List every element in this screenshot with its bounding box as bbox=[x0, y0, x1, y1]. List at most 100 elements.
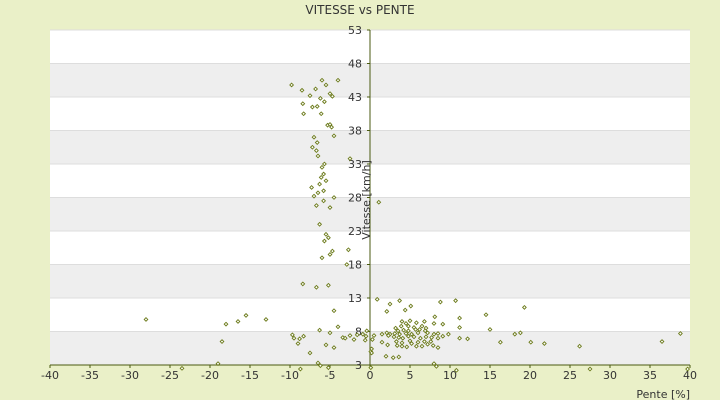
data-point bbox=[419, 343, 425, 349]
x-tick-label: 10 bbox=[443, 369, 457, 382]
data-point bbox=[327, 122, 333, 127]
data-point bbox=[417, 327, 423, 332]
data-point bbox=[299, 87, 305, 93]
data-point bbox=[415, 330, 421, 336]
data-point bbox=[396, 354, 402, 360]
data-point bbox=[685, 366, 691, 372]
data-point bbox=[321, 198, 327, 204]
data-point bbox=[497, 339, 503, 345]
data-point bbox=[425, 330, 431, 336]
data-point bbox=[295, 341, 301, 346]
data-point bbox=[440, 333, 446, 339]
data-point bbox=[235, 319, 241, 324]
data-point bbox=[395, 328, 401, 334]
x-axis-title: Pente [%] bbox=[636, 388, 690, 400]
data-point bbox=[331, 133, 337, 139]
data-point bbox=[321, 238, 327, 244]
data-point bbox=[368, 365, 374, 371]
y-tick-label: 53 bbox=[348, 24, 362, 37]
data-point bbox=[422, 328, 428, 334]
x-tick-label: 5 bbox=[407, 369, 414, 382]
data-point bbox=[317, 327, 323, 333]
data-point bbox=[487, 327, 493, 332]
data-point bbox=[335, 324, 341, 330]
data-point bbox=[435, 335, 441, 341]
data-point bbox=[360, 331, 366, 337]
data-point bbox=[431, 321, 437, 326]
data-point bbox=[413, 320, 419, 326]
data-point bbox=[405, 333, 411, 339]
y-tick-label: 8 bbox=[355, 326, 362, 339]
x-tick-label: 30 bbox=[603, 369, 617, 382]
data-point bbox=[318, 174, 324, 180]
data-point bbox=[329, 248, 335, 254]
data-point bbox=[335, 77, 341, 83]
data-point bbox=[400, 335, 406, 341]
data-point bbox=[453, 298, 459, 304]
data-point bbox=[429, 335, 435, 340]
data-point bbox=[325, 235, 331, 241]
data-point bbox=[417, 335, 423, 341]
data-point bbox=[319, 255, 325, 261]
data-point bbox=[435, 331, 441, 336]
data-point bbox=[419, 323, 425, 329]
y-tick-label: 3 bbox=[355, 359, 362, 372]
data-point bbox=[340, 335, 346, 340]
x-tick-label: 25 bbox=[563, 369, 577, 382]
data-point bbox=[521, 304, 527, 310]
data-point bbox=[317, 95, 323, 101]
data-point bbox=[309, 104, 315, 110]
data-point bbox=[331, 345, 337, 351]
x-tick-label: -25 bbox=[161, 369, 179, 382]
y-tick-label: 23 bbox=[348, 225, 362, 238]
data-point bbox=[371, 333, 377, 338]
data-point bbox=[345, 247, 351, 253]
data-point bbox=[321, 188, 327, 194]
data-point bbox=[354, 332, 360, 338]
data-point bbox=[435, 345, 441, 351]
data-point bbox=[297, 336, 303, 342]
data-point bbox=[453, 367, 459, 373]
data-point bbox=[440, 321, 446, 327]
y-tick-label: 18 bbox=[348, 259, 362, 272]
x-tick-label: 20 bbox=[523, 369, 537, 382]
chart-title: VITESSE vs PENTE bbox=[305, 3, 414, 17]
data-point bbox=[347, 156, 353, 162]
data-point bbox=[401, 327, 407, 333]
data-point bbox=[311, 193, 317, 199]
data-point bbox=[300, 281, 306, 287]
data-points bbox=[143, 77, 691, 373]
data-point bbox=[313, 284, 319, 290]
data-point bbox=[387, 301, 393, 307]
data-point bbox=[315, 360, 321, 366]
data-point bbox=[317, 221, 323, 227]
data-point bbox=[409, 331, 415, 337]
data-point bbox=[405, 323, 411, 329]
data-point bbox=[457, 335, 463, 341]
data-point bbox=[399, 319, 405, 324]
y-tick-label: 28 bbox=[348, 192, 362, 205]
x-tick-label: -15 bbox=[241, 369, 259, 382]
data-point bbox=[323, 342, 329, 348]
data-point bbox=[317, 363, 323, 369]
data-point bbox=[397, 298, 403, 304]
data-point bbox=[390, 355, 396, 361]
x-tick-labels: -40 -35 -30 -25 -20 -15 -10 -5 0 5 10 15 20 25 30 35 40 bbox=[41, 365, 697, 382]
data-point bbox=[317, 181, 323, 187]
data-point bbox=[403, 331, 409, 336]
data-point bbox=[396, 335, 402, 340]
y-tick-label: 38 bbox=[348, 125, 362, 138]
data-point bbox=[587, 366, 593, 372]
data-point bbox=[323, 231, 329, 237]
data-point bbox=[379, 331, 385, 337]
data-point bbox=[407, 318, 413, 324]
data-point bbox=[297, 366, 303, 372]
data-point bbox=[517, 330, 523, 336]
data-point bbox=[404, 344, 410, 350]
data-point bbox=[457, 315, 463, 321]
data-point bbox=[394, 343, 400, 349]
data-point bbox=[483, 312, 489, 318]
data-point bbox=[431, 361, 437, 367]
y-tick-label: 13 bbox=[348, 292, 362, 305]
data-point bbox=[577, 343, 583, 349]
